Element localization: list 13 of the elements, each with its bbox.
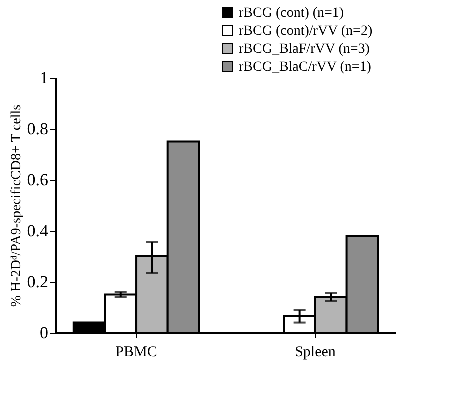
x-tick-label: Spleen [295,344,336,360]
y-tick-label: 0 [40,324,48,342]
legend-label: rBCG_BlaC/rVV (n=1) [239,60,372,75]
y-tick-label: 0.8 [27,120,48,138]
x-tick-label: PBMC [116,344,158,360]
y-tick-label: 0.2 [27,272,48,292]
y-axis-title: % H-2Dᵈ/PA9-specificCD8+ T cells [9,104,24,308]
y-tick-label: 0.6 [27,170,48,190]
y-tick-label: 1 [40,68,48,88]
legend-label: rBCG (cont) (n=1) [239,6,344,21]
legend-label: rBCG (cont)/rVV (n=2) [239,24,373,39]
y-tick-label: 0.4 [27,222,49,240]
legend-label: rBCG_BlaF/rVV (n=3) [239,42,370,57]
